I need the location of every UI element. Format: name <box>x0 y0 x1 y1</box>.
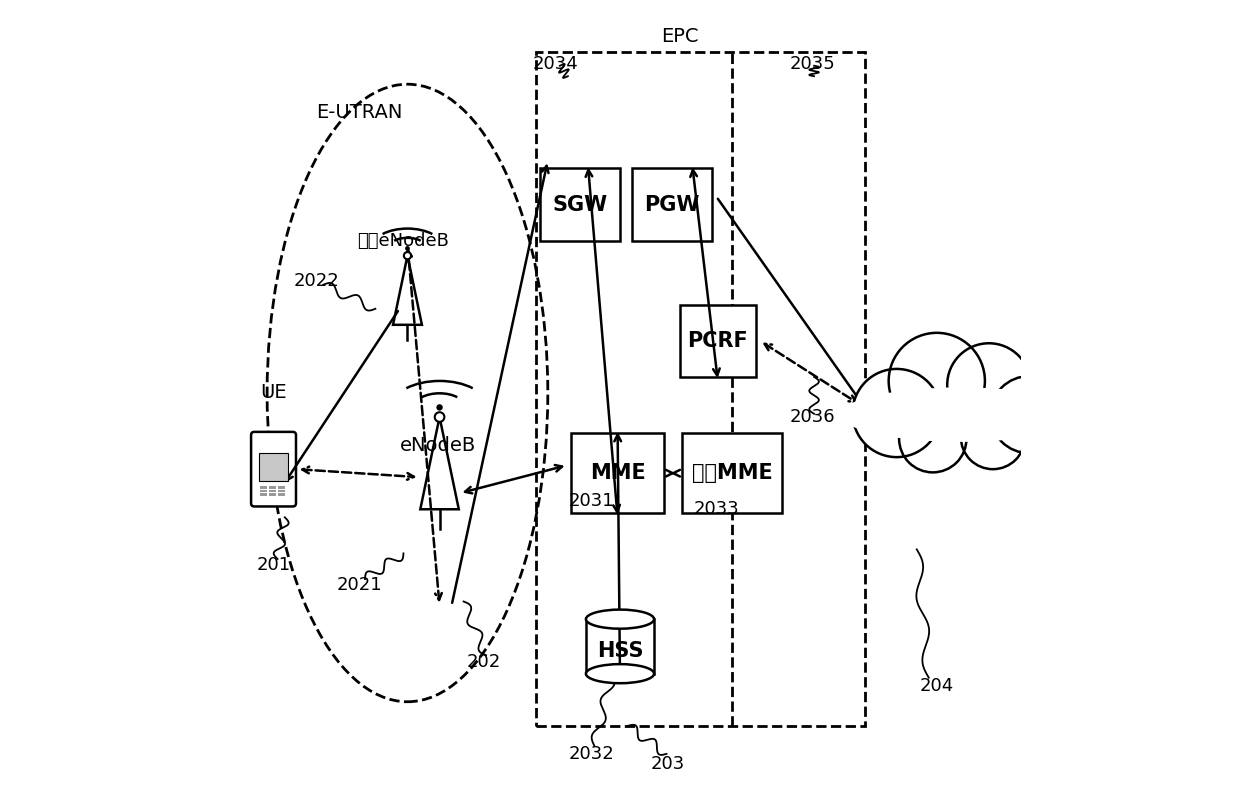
FancyBboxPatch shape <box>269 489 275 492</box>
Text: UE: UE <box>260 383 286 403</box>
Text: 2032: 2032 <box>569 745 615 763</box>
Ellipse shape <box>587 610 653 629</box>
Polygon shape <box>393 256 422 325</box>
Text: 203: 203 <box>651 755 686 772</box>
Circle shape <box>961 405 1025 469</box>
Polygon shape <box>420 417 459 509</box>
Text: 2021: 2021 <box>336 577 382 594</box>
Circle shape <box>947 343 1030 427</box>
Text: 其它eNodeB: 其它eNodeB <box>357 232 449 249</box>
FancyBboxPatch shape <box>259 453 288 481</box>
Text: EPC: EPC <box>661 26 699 46</box>
Circle shape <box>889 333 985 429</box>
Text: E-UTRAN: E-UTRAN <box>316 103 403 122</box>
Text: 2035: 2035 <box>790 55 836 73</box>
Text: PCRF: PCRF <box>687 331 748 350</box>
Text: 202: 202 <box>466 653 501 670</box>
Text: HSS: HSS <box>596 641 644 661</box>
FancyBboxPatch shape <box>682 433 782 513</box>
Text: 2031: 2031 <box>569 492 615 510</box>
Ellipse shape <box>841 387 1081 442</box>
Text: 2034: 2034 <box>533 55 579 73</box>
FancyBboxPatch shape <box>278 489 285 492</box>
FancyBboxPatch shape <box>680 305 756 377</box>
Circle shape <box>405 246 410 251</box>
FancyBboxPatch shape <box>260 489 267 492</box>
Text: IP业务: IP业务 <box>932 397 982 421</box>
Text: eNodeB: eNodeB <box>399 435 476 455</box>
Text: PGW: PGW <box>645 195 699 214</box>
Circle shape <box>404 252 412 259</box>
Polygon shape <box>587 619 653 674</box>
Circle shape <box>436 404 443 411</box>
FancyBboxPatch shape <box>250 431 296 507</box>
Ellipse shape <box>587 664 653 683</box>
FancyBboxPatch shape <box>632 168 712 241</box>
Text: 2022: 2022 <box>294 272 340 290</box>
Text: MME: MME <box>590 464 646 483</box>
FancyBboxPatch shape <box>278 486 285 489</box>
FancyBboxPatch shape <box>278 493 285 496</box>
FancyBboxPatch shape <box>260 486 267 489</box>
FancyBboxPatch shape <box>539 168 620 241</box>
Circle shape <box>853 369 941 457</box>
FancyBboxPatch shape <box>269 493 275 496</box>
Circle shape <box>435 412 444 422</box>
Text: SGW: SGW <box>552 195 608 214</box>
Circle shape <box>991 376 1068 453</box>
Text: 2036: 2036 <box>790 408 836 426</box>
Circle shape <box>899 405 966 472</box>
Text: 204: 204 <box>920 677 954 695</box>
Text: 2033: 2033 <box>693 500 739 518</box>
Text: 201: 201 <box>257 557 290 574</box>
FancyBboxPatch shape <box>269 486 275 489</box>
FancyBboxPatch shape <box>260 493 267 496</box>
Text: 其它MME: 其它MME <box>692 464 773 483</box>
FancyBboxPatch shape <box>572 433 663 513</box>
